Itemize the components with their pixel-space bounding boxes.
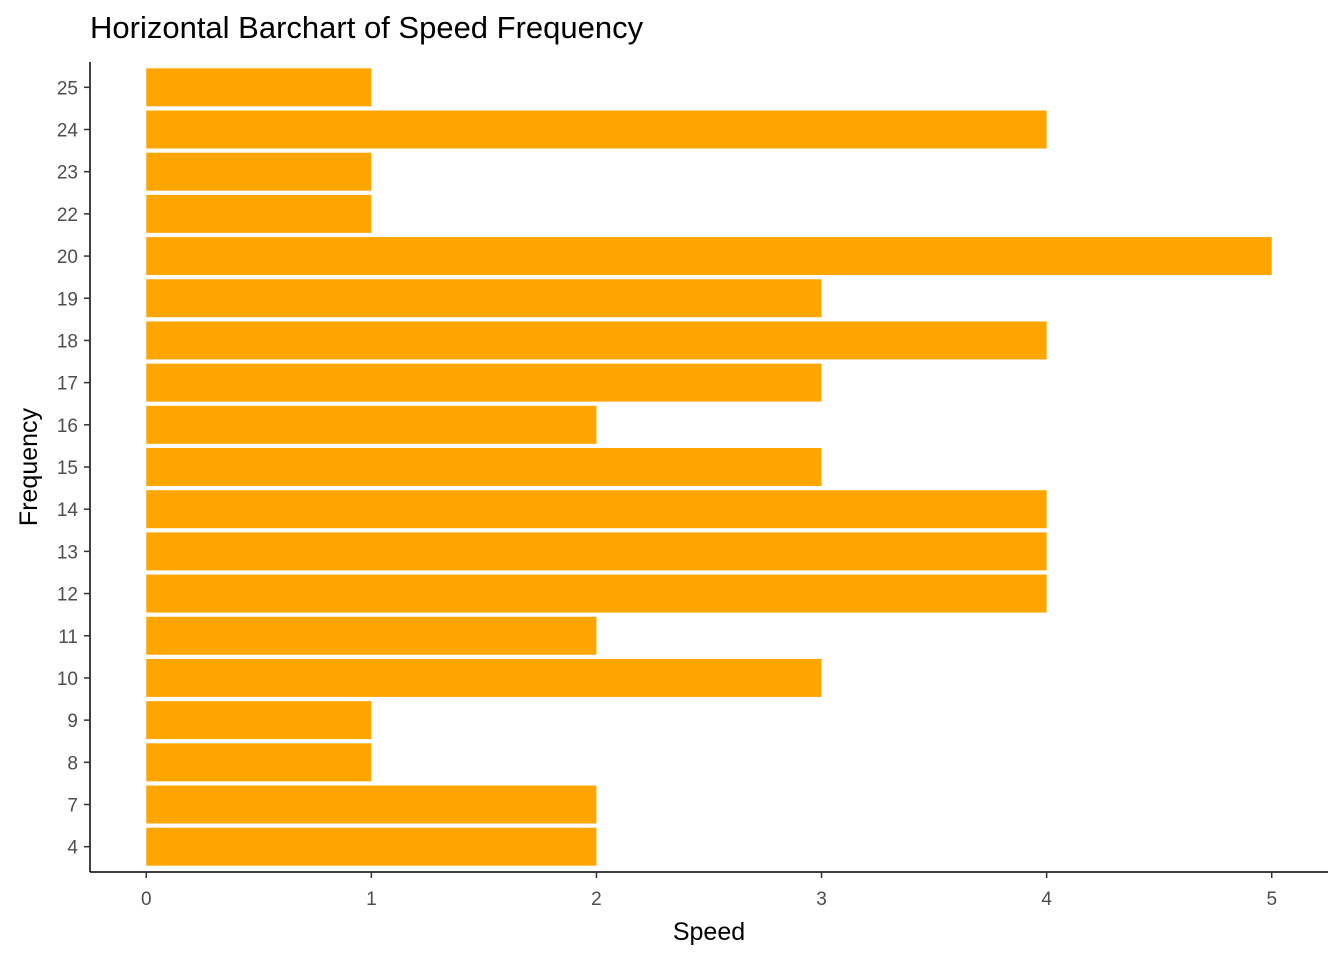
y-tick-label: 7 <box>67 796 78 817</box>
y-tick-label: 9 <box>67 711 78 732</box>
y-tick-label: 23 <box>57 163 78 184</box>
bar-14 <box>146 490 1047 529</box>
y-tick-label: 25 <box>57 78 78 99</box>
chart-title: Horizontal Barchart of Speed Frequency <box>90 10 644 45</box>
x-tick-label: 1 <box>366 889 377 910</box>
y-tick-label: 14 <box>57 500 79 521</box>
bar-9 <box>146 701 372 740</box>
x-axis-title: Speed <box>673 918 745 946</box>
y-axis-title: Frequency <box>15 407 43 526</box>
y-tick-label: 4 <box>67 838 78 859</box>
y-tick-label: 10 <box>57 669 78 690</box>
y-tick-label: 11 <box>58 627 78 648</box>
bar-20 <box>146 237 1272 276</box>
y-tick-label: 12 <box>57 585 78 606</box>
bar-10 <box>146 658 822 697</box>
y-tick-label: 20 <box>57 247 78 268</box>
bars-layer <box>146 68 1272 866</box>
y-tick-label: 13 <box>57 542 78 563</box>
y-axis-ticks: 4 7 8 9 10 11 12 13 14 15 16 17 18 19 20 22 23 24 25 <box>57 78 90 859</box>
bar-23 <box>146 152 372 191</box>
y-tick-label: 19 <box>57 289 78 310</box>
x-axis-ticks: 0 1 2 3 4 5 <box>141 872 1277 910</box>
x-tick-label: 4 <box>1041 889 1052 910</box>
bar-8 <box>146 743 372 782</box>
y-tick-label: 17 <box>57 374 78 395</box>
x-tick-label: 0 <box>141 889 152 910</box>
y-tick-label: 16 <box>57 416 78 437</box>
bar-13 <box>146 532 1047 571</box>
y-tick-label: 24 <box>57 121 79 142</box>
bar-4 <box>146 827 597 866</box>
bar-22 <box>146 194 372 233</box>
bar-11 <box>146 616 597 655</box>
y-tick-label: 15 <box>57 458 78 479</box>
bar-15 <box>146 448 822 486</box>
x-tick-label: 5 <box>1266 889 1277 910</box>
y-tick-label: 8 <box>67 753 78 774</box>
bar-12 <box>146 574 1047 613</box>
bar-17 <box>146 363 822 402</box>
bar-7 <box>146 785 597 824</box>
y-tick-label: 22 <box>57 205 78 226</box>
bar-25 <box>146 68 372 107</box>
y-tick-label: 18 <box>57 331 78 352</box>
bar-24 <box>146 110 1047 149</box>
bar-19 <box>146 279 822 318</box>
bar-16 <box>146 405 597 444</box>
x-tick-label: 2 <box>591 889 602 910</box>
x-tick-label: 3 <box>816 889 827 910</box>
bar-18 <box>146 321 1047 360</box>
